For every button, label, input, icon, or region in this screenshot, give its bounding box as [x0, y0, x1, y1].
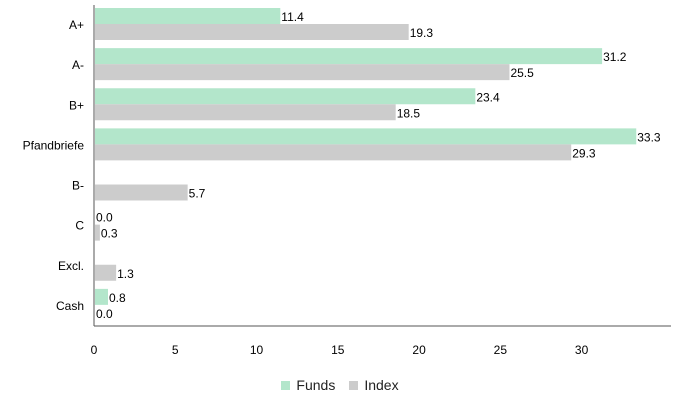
y-tick-label-b: B+ [69, 98, 84, 112]
data-label-funds-a: 11.4 [281, 10, 304, 24]
data-label-funds-cash: 0.8 [109, 291, 126, 305]
legend: Funds Index [0, 377, 680, 393]
bar-index-b [95, 104, 396, 121]
bar-index-excl [95, 264, 117, 281]
y-tick-label-a: A+ [69, 18, 84, 32]
x-tick-label: 0 [91, 343, 98, 357]
data-label-index-a: 19.3 [410, 26, 434, 40]
legend-item-funds: Funds [281, 377, 335, 393]
data-label-index-pfandbriefe: 29.3 [572, 146, 596, 160]
data-label-index-a: 25.5 [510, 66, 534, 80]
legend-swatch-index [349, 380, 359, 390]
legend-item-index: Index [349, 377, 399, 393]
x-tick-label: 15 [331, 343, 345, 357]
data-label-index-c: 0.3 [101, 227, 118, 241]
y-tick-label-c: C [75, 219, 84, 233]
data-label-index-excl: 1.3 [117, 267, 134, 281]
bar-index-pfandbriefe [95, 144, 572, 161]
x-tick-label: 30 [575, 343, 589, 357]
bar-index-c [95, 224, 100, 241]
bar-funds-a [95, 48, 603, 65]
y-tick-label-pfandbriefe: Pfandbriefe [23, 138, 85, 152]
bar-funds-pfandbriefe [95, 128, 637, 145]
legend-label-index: Index [364, 377, 399, 393]
data-label-index-cash: 0.0 [96, 307, 113, 321]
x-tick-label: 25 [494, 343, 508, 357]
data-label-funds-pfandbriefe: 33.3 [637, 130, 661, 144]
bar-index-a [95, 64, 510, 81]
legend-label-funds: Funds [296, 377, 336, 393]
bar-funds-b [95, 88, 476, 105]
y-tick-label-a: A- [72, 58, 84, 72]
legend-swatch-funds [281, 380, 291, 390]
bar-funds-a [95, 8, 281, 24]
bar-funds-cash [95, 288, 109, 305]
bar-index-b [95, 184, 188, 201]
x-tick-label: 20 [412, 343, 426, 357]
y-tick-label-excl: Excl. [58, 259, 84, 273]
y-tick-label-cash: Cash [56, 299, 84, 313]
data-label-index-b: 5.7 [189, 187, 206, 201]
data-label-funds-c: 0.0 [96, 211, 113, 225]
data-label-funds-a: 31.2 [603, 50, 627, 64]
data-label-index-b: 18.5 [397, 106, 421, 120]
x-tick-label: 5 [172, 343, 179, 357]
x-tick-label: 10 [250, 343, 264, 357]
y-tick-label-b: B- [72, 179, 84, 193]
bar-index-a [95, 24, 409, 40]
data-label-funds-b: 23.4 [476, 90, 500, 104]
